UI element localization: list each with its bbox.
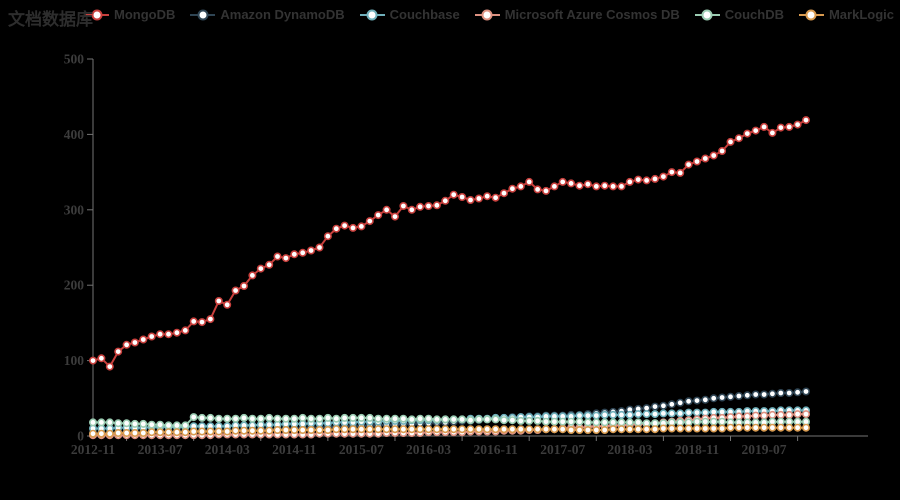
y-axis-tick-label: 0 bbox=[77, 429, 84, 444]
x-axis-tick-label: 2016-03 bbox=[406, 442, 451, 457]
axes: 0 100 200 300 400 500 2012-11 2013-07 2014-03 201… bbox=[64, 52, 868, 457]
x-axis-tick-label: 2018-11 bbox=[675, 442, 720, 457]
legend: MongoDB Amazon DynamoDB Couchbase Microsoft… bbox=[84, 7, 900, 22]
legend-label: MongoDB bbox=[114, 7, 176, 22]
chart-title: 文档数据库 bbox=[8, 10, 93, 29]
legend-line-circle-icon bbox=[359, 9, 385, 21]
legend-line-circle-icon bbox=[474, 9, 500, 21]
legend-item-couchbase[interactable]: Couchbase bbox=[359, 7, 460, 22]
legend-label: MarkLogic bbox=[828, 7, 894, 22]
series-mongodb bbox=[89, 116, 810, 371]
y-axis-tick-label: 100 bbox=[64, 353, 85, 368]
legend-item-marklogic[interactable]: MarkLogic bbox=[798, 7, 894, 22]
x-axis-tick-label: 2014-11 bbox=[272, 442, 317, 457]
x-axis-tick-label: 2015-07 bbox=[339, 442, 384, 457]
series-marklogic bbox=[89, 423, 810, 438]
legend-item-mongodb[interactable]: MongoDB bbox=[84, 7, 175, 22]
x-axis-tick-label: 2018-03 bbox=[607, 442, 652, 457]
x-axis-tick-label: 2016-11 bbox=[474, 442, 519, 457]
legend-item-microsoft-azure-cosmos-db[interactable]: Microsoft Azure Cosmos DB bbox=[474, 7, 680, 22]
series-line-mongodb bbox=[92, 119, 807, 368]
x-axis-tick-label: 2017-07 bbox=[540, 442, 585, 457]
legend-item-couchdb[interactable]: CouchDB bbox=[694, 7, 784, 22]
x-axis-tick-label: 2014-03 bbox=[205, 442, 250, 457]
series-microsoft-azure-cosmos-db bbox=[89, 410, 810, 440]
y-axis-tick-label: 200 bbox=[64, 278, 85, 293]
legend-line-circle-icon bbox=[798, 9, 824, 21]
legend-label: Amazon DynamoDB bbox=[220, 7, 345, 22]
y-axis-tick-label: 300 bbox=[64, 202, 85, 217]
y-axis-tick-label: 400 bbox=[64, 127, 85, 142]
legend-line-circle-icon bbox=[694, 9, 720, 21]
legend-label: Couchbase bbox=[389, 7, 460, 22]
legend-label: CouchDB bbox=[724, 7, 784, 22]
legend-line-circle-icon bbox=[190, 9, 216, 21]
x-axis-tick-label: 2019-07 bbox=[742, 442, 787, 457]
y-axis-tick-label: 500 bbox=[64, 52, 85, 67]
series-markers-mongodb bbox=[89, 116, 810, 371]
x-axis-tick-label: 2013-07 bbox=[138, 442, 183, 457]
legend-label: Microsoft Azure Cosmos DB bbox=[504, 7, 680, 22]
series-markers-marklogic bbox=[89, 423, 810, 438]
legend-line-circle-icon bbox=[84, 9, 109, 21]
legend-item-amazon-dynamodb[interactable]: Amazon DynamoDB bbox=[190, 7, 345, 22]
x-axis-tick-label: 2012-11 bbox=[71, 442, 116, 457]
